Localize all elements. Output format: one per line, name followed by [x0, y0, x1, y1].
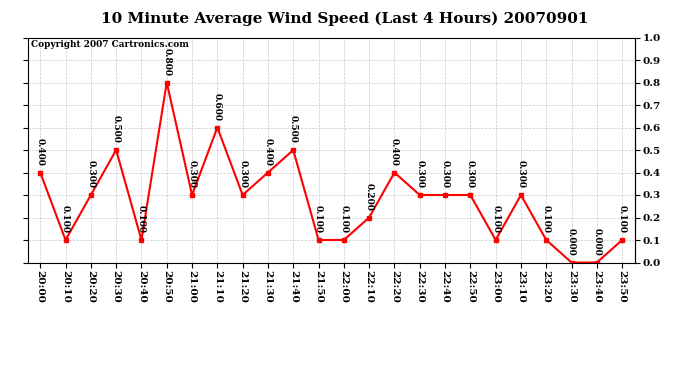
Text: 0.200: 0.200: [364, 183, 374, 210]
Text: 0.300: 0.300: [415, 160, 424, 188]
Text: 0.100: 0.100: [542, 205, 551, 233]
Text: 0.400: 0.400: [36, 138, 45, 165]
Text: 0.300: 0.300: [86, 160, 95, 188]
Text: 0.100: 0.100: [618, 205, 627, 233]
Text: 0.000: 0.000: [592, 228, 602, 255]
Text: 0.100: 0.100: [314, 205, 323, 233]
Text: 0.100: 0.100: [491, 205, 500, 233]
Text: 0.100: 0.100: [137, 205, 146, 233]
Text: 0.300: 0.300: [188, 160, 197, 188]
Text: 0.500: 0.500: [288, 115, 298, 143]
Text: 0.300: 0.300: [238, 160, 247, 188]
Text: 0.100: 0.100: [339, 205, 348, 233]
Text: 0.000: 0.000: [567, 228, 576, 255]
Text: 0.500: 0.500: [112, 115, 121, 143]
Text: 0.300: 0.300: [440, 160, 450, 188]
Text: 10 Minute Average Wind Speed (Last 4 Hours) 20070901: 10 Minute Average Wind Speed (Last 4 Hou…: [101, 11, 589, 26]
Text: 0.300: 0.300: [516, 160, 526, 188]
Text: 0.400: 0.400: [390, 138, 399, 165]
Text: 0.100: 0.100: [61, 205, 70, 233]
Text: 0.800: 0.800: [162, 48, 171, 75]
Text: 0.600: 0.600: [213, 93, 222, 120]
Text: 0.400: 0.400: [264, 138, 273, 165]
Text: 0.300: 0.300: [466, 160, 475, 188]
Text: Copyright 2007 Cartronics.com: Copyright 2007 Cartronics.com: [30, 40, 188, 49]
